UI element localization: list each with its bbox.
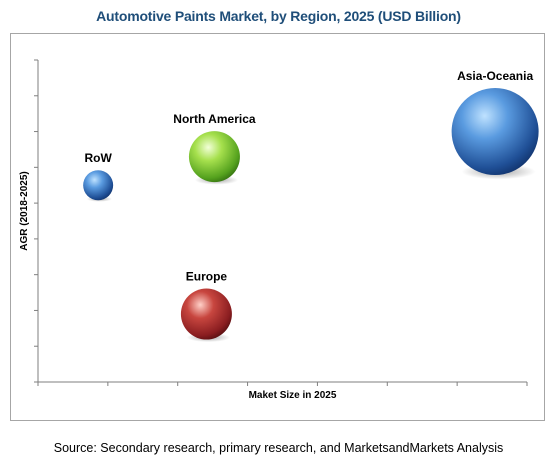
bubble-north-america (188, 131, 240, 183)
y-axis-label: AGR (2018-2025) (19, 171, 30, 250)
bubble-row (83, 170, 114, 201)
chart-title: Automotive Paints Market, by Region, 202… (96, 8, 461, 24)
bubble-asia-oceania (451, 88, 539, 176)
bubble-label-row: RoW (84, 151, 112, 165)
bubble-label-asia-oceania: Asia-Oceania (457, 69, 533, 83)
bubble-europe (180, 288, 232, 340)
bubble-label-europe: Europe (186, 270, 228, 284)
bubbles: RoW North America Europe Asia-Oceania (83, 69, 539, 343)
source-note: Source: Secondary research, primary rese… (53, 441, 504, 455)
chart-frame (10, 33, 545, 421)
bubble-label-north-america: North America (173, 112, 256, 126)
axes (34, 59, 528, 386)
x-axis-label: Maket Size in 2025 (249, 390, 337, 401)
